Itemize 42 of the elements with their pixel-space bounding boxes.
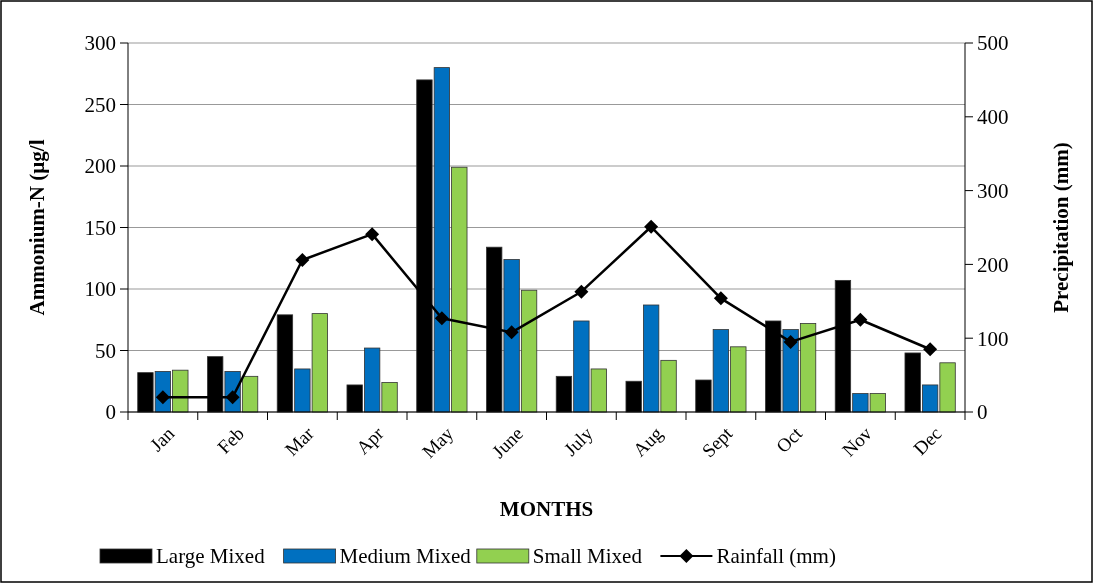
legend-label: Medium Mixed bbox=[339, 544, 472, 569]
y-tick-label: 0 bbox=[105, 400, 116, 425]
y-tick-label: 100 bbox=[84, 277, 116, 302]
x-tick-label: Nov bbox=[837, 422, 877, 461]
y2-tick-label: 200 bbox=[977, 252, 1009, 277]
x-tick-label: Feb bbox=[213, 422, 249, 458]
legend-label: Large Mixed bbox=[156, 544, 266, 569]
x-tick-label: July bbox=[559, 422, 598, 460]
y-tick-label: 200 bbox=[84, 154, 116, 179]
y2-tick-label: 400 bbox=[977, 105, 1009, 130]
y-tick-label: 50 bbox=[95, 338, 116, 363]
x-tick-label: Mar bbox=[280, 422, 319, 460]
point bbox=[644, 219, 659, 234]
point bbox=[853, 312, 868, 327]
x-tick-label: Dec bbox=[909, 422, 946, 460]
y-tick-label: 250 bbox=[84, 92, 116, 117]
x-tick-label: May bbox=[417, 422, 458, 463]
point bbox=[574, 284, 589, 299]
point bbox=[295, 252, 310, 267]
y2-tick-label: 300 bbox=[977, 178, 1009, 203]
point bbox=[923, 342, 938, 357]
point bbox=[504, 325, 519, 340]
y2-tick-label: 0 bbox=[977, 400, 988, 425]
y-axis-title: Ammonium-N (µg/l bbox=[25, 139, 49, 316]
point bbox=[783, 334, 798, 349]
legend-label: Rainfall (mm) bbox=[716, 544, 836, 569]
point bbox=[434, 311, 449, 326]
x-tick-label: June bbox=[487, 422, 528, 463]
y2-axis-title: Precipitation (mm) bbox=[1049, 142, 1073, 313]
x-tick-label: Apr bbox=[351, 422, 389, 459]
x-tick-label: Jan bbox=[145, 422, 179, 456]
legend-label: Small Mixed bbox=[532, 544, 643, 569]
x-tick-label: Aug bbox=[628, 422, 667, 461]
x-axis-title: MONTHS bbox=[499, 497, 594, 521]
y2-tick-label: 100 bbox=[977, 326, 1009, 351]
point bbox=[365, 227, 380, 242]
y2-tick-label: 500 bbox=[977, 31, 1009, 56]
y-tick-label: 300 bbox=[84, 31, 116, 56]
x-tick-label: Sept bbox=[697, 422, 737, 462]
point bbox=[713, 291, 728, 306]
y-tick-label: 150 bbox=[84, 215, 116, 240]
x-tick-label: Oct bbox=[771, 422, 807, 457]
